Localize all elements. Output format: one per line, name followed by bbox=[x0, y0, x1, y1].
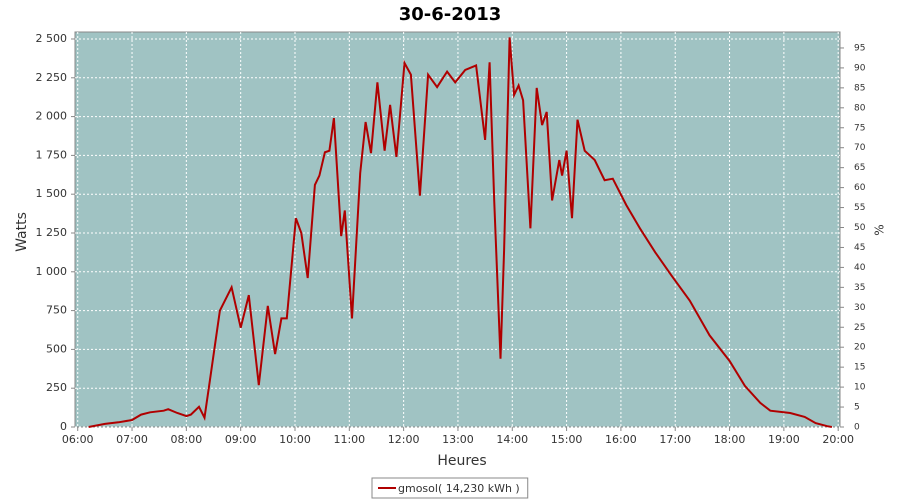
y-axis-label: Watts bbox=[14, 212, 30, 252]
y2-tick-label: 75 bbox=[854, 123, 865, 133]
y-tick-label: 2 500 bbox=[36, 32, 68, 45]
y-tick-label: 250 bbox=[46, 381, 67, 394]
y-tick-label: 1 750 bbox=[36, 148, 68, 161]
x-tick-label: 15:00 bbox=[551, 433, 583, 446]
x-tick-label: 09:00 bbox=[225, 433, 257, 446]
y-tick-label: 2 250 bbox=[36, 71, 68, 84]
y2-tick-label: 25 bbox=[854, 323, 865, 333]
x-axis-label: Heures bbox=[437, 453, 486, 469]
y-tick-label: 1 250 bbox=[36, 226, 68, 239]
y2-tick-label: 10 bbox=[854, 383, 866, 393]
x-tick-label: 16:00 bbox=[605, 433, 637, 446]
legend: gmosol( 14,230 kWh ) bbox=[371, 477, 529, 499]
x-tick-label: 07:00 bbox=[116, 433, 148, 446]
y-tick-label: 2 000 bbox=[36, 110, 68, 123]
x-tick-label: 06:00 bbox=[62, 433, 94, 446]
y2-tick-label: 85 bbox=[854, 83, 865, 93]
x-tick-label: 08:00 bbox=[171, 433, 203, 446]
y2-tick-label: 35 bbox=[854, 283, 865, 293]
y2-tick-label: 40 bbox=[854, 263, 866, 273]
y2-tick-label: 80 bbox=[854, 103, 866, 113]
legend-box bbox=[371, 477, 529, 499]
y2-tick-label: 50 bbox=[854, 223, 866, 233]
x-tick-label: 20:00 bbox=[822, 433, 854, 446]
y2-tick-label: 5 bbox=[854, 403, 860, 413]
x-tick-label: 17:00 bbox=[659, 433, 691, 446]
y2-tick-label: 45 bbox=[854, 243, 865, 253]
y2-tick-label: 95 bbox=[854, 43, 865, 53]
x-tick-label: 19:00 bbox=[768, 433, 800, 446]
y-tick-label: 1 500 bbox=[36, 187, 68, 200]
y2-tick-label: 30 bbox=[854, 303, 866, 313]
y2-tick-label: 55 bbox=[854, 203, 865, 213]
y2-tick-label: 90 bbox=[854, 63, 866, 73]
x-tick-label: 13:00 bbox=[442, 433, 474, 446]
y2-tick-label: 60 bbox=[854, 183, 866, 193]
legend-label: gmosol( 14,230 kWh ) bbox=[398, 482, 520, 495]
chart-title: 30-6-2013 bbox=[399, 4, 502, 25]
y-tick-label: 750 bbox=[46, 304, 67, 317]
x-tick-label: 14:00 bbox=[496, 433, 528, 446]
y-tick-label: 500 bbox=[46, 342, 67, 355]
y2-tick-label: 65 bbox=[854, 163, 865, 173]
y-tick-label: 0 bbox=[60, 420, 67, 433]
y2-axis-label: % bbox=[873, 224, 887, 235]
y2-tick-label: 70 bbox=[854, 143, 866, 153]
x-tick-label: 11:00 bbox=[333, 433, 365, 446]
x-tick-label: 12:00 bbox=[388, 433, 420, 446]
data-line bbox=[88, 37, 833, 428]
y2-tick-label: 15 bbox=[854, 363, 865, 373]
x-tick-label: 10:00 bbox=[279, 433, 311, 446]
y2-tick-label: 20 bbox=[854, 343, 866, 353]
y-tick-label: 1 000 bbox=[36, 265, 68, 278]
y2-tick-label: 0 bbox=[854, 423, 860, 433]
x-tick-label: 18:00 bbox=[714, 433, 746, 446]
